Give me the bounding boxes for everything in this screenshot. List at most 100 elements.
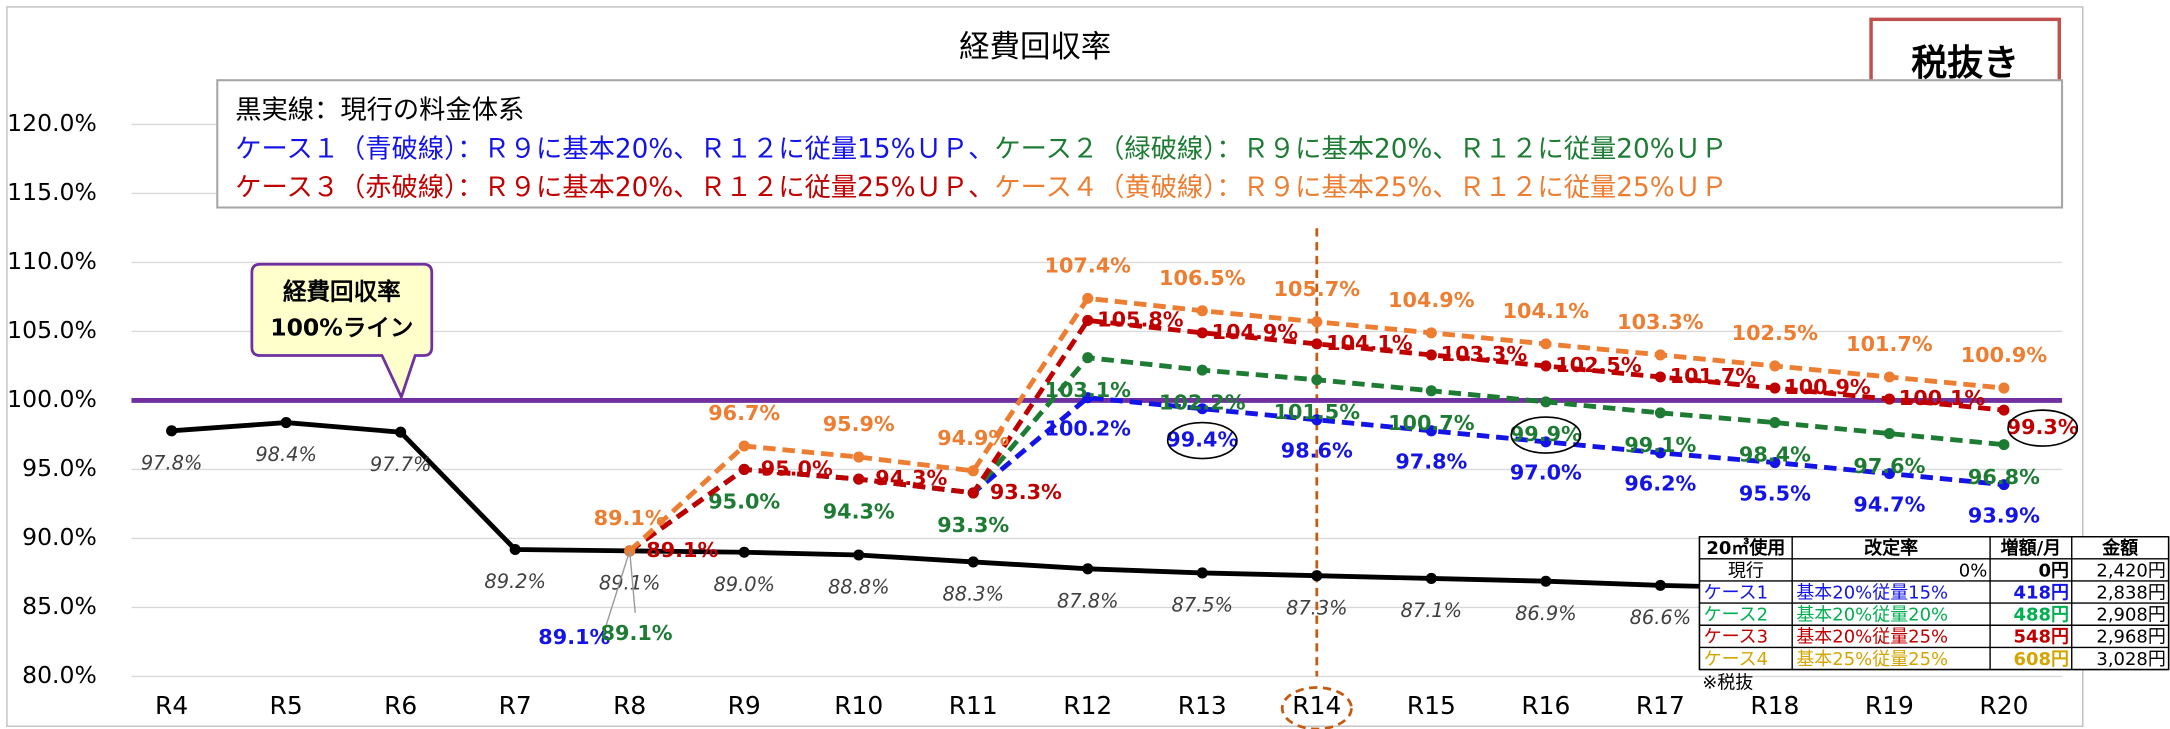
value-label: 101.7% bbox=[1846, 332, 1933, 356]
value-label: 104.1% bbox=[1503, 299, 1590, 323]
value-label: 100.1% bbox=[1899, 386, 1986, 410]
table-cell: 608円 bbox=[2013, 649, 2068, 670]
value-label: 104.9% bbox=[1212, 320, 1299, 344]
value-label: 103.1% bbox=[1045, 378, 1132, 402]
chart-title: 経費回収率 bbox=[959, 30, 1111, 65]
table-cell: ケース1 bbox=[1704, 582, 1768, 603]
point bbox=[1654, 349, 1666, 361]
value-label: 86.9% bbox=[1515, 602, 1577, 625]
value-label: 103.3% bbox=[1441, 342, 1528, 366]
point bbox=[1196, 364, 1208, 376]
value-label: 107.4% bbox=[1045, 254, 1132, 278]
value-label: 93.3% bbox=[937, 513, 1009, 537]
point bbox=[1769, 360, 1781, 372]
point bbox=[280, 417, 292, 429]
value-label: 106.5% bbox=[1159, 266, 1246, 290]
point bbox=[1311, 414, 1323, 426]
legend-text: ケース３（赤破線）：Ｒ９に基本20%、Ｒ１２に従量25%ＵＰ、 bbox=[235, 173, 994, 203]
x-tick-label: R17 bbox=[1636, 691, 1685, 720]
value-label: 96.8% bbox=[1968, 465, 2040, 489]
point bbox=[1883, 371, 1895, 383]
value-label: 89.0% bbox=[713, 573, 775, 596]
point bbox=[967, 487, 979, 499]
callout bbox=[250, 262, 434, 401]
value-label: 97.0% bbox=[1510, 461, 1582, 485]
value-label: 105.8% bbox=[1097, 307, 1184, 331]
value-label: 97.6% bbox=[1853, 454, 1925, 478]
value-label: 97.8% bbox=[1395, 450, 1467, 474]
point bbox=[1883, 468, 1895, 480]
legend-box bbox=[216, 79, 2064, 209]
table-cell: 0% bbox=[1959, 560, 1988, 581]
legend-text: ケース４（黄破線）：Ｒ９に基本25%、Ｒ１２に従量25%ＵＰ bbox=[994, 173, 1727, 203]
point bbox=[166, 425, 178, 437]
value-label: 89.1% bbox=[646, 538, 718, 562]
value-label: 99.1% bbox=[1624, 433, 1696, 457]
legend-entry: ケース３（赤破線）：Ｒ９に基本20%、Ｒ１２に従量25%ＵＰ、ケース４（黄破線）… bbox=[235, 173, 1727, 203]
point bbox=[1425, 385, 1437, 397]
point bbox=[1082, 563, 1094, 575]
point bbox=[1311, 316, 1323, 328]
point bbox=[738, 440, 750, 452]
value-label: 89.2% bbox=[484, 570, 546, 593]
legend-text: 黒実線：現行の料金体系 bbox=[235, 95, 524, 125]
value-label: 87.1% bbox=[1401, 599, 1463, 622]
table-header: 増額/月 bbox=[2001, 537, 2061, 559]
table-cell: 2,420円 bbox=[2096, 560, 2165, 581]
point bbox=[1082, 352, 1094, 364]
value-label: 95.9% bbox=[823, 412, 895, 436]
table-cell: 基本20%従量20% bbox=[1796, 605, 1948, 626]
y-tick-label: 85.0% bbox=[22, 592, 97, 620]
value-label: 87.5% bbox=[1172, 594, 1234, 617]
value-label: 100.9% bbox=[1961, 343, 2048, 367]
point bbox=[1082, 314, 1094, 326]
legend-entry: 黒実線：現行の料金体系 bbox=[235, 95, 524, 125]
point bbox=[1654, 407, 1666, 419]
point bbox=[1196, 403, 1208, 415]
x-tick-label: R18 bbox=[1750, 691, 1799, 720]
table-header: 改定率 bbox=[1864, 537, 1918, 559]
point bbox=[1196, 567, 1208, 579]
x-tick-label: R20 bbox=[1979, 691, 2028, 720]
point bbox=[738, 463, 750, 475]
value-label: 104.1% bbox=[1326, 331, 1413, 355]
x-tick-label: R13 bbox=[1178, 691, 1227, 720]
point bbox=[1196, 327, 1208, 339]
value-label: 99.3% bbox=[2007, 415, 2079, 439]
table-cell: 2,908円 bbox=[2096, 605, 2165, 626]
point bbox=[1883, 393, 1895, 405]
point bbox=[1998, 404, 2010, 416]
value-label: 102.2% bbox=[1159, 390, 1246, 414]
legend-entry: ケース１（青破線）：Ｒ９に基本20%、Ｒ１２に従量15%ＵＰ、ケース２（緑破線）… bbox=[235, 134, 1727, 164]
value-label: 93.9% bbox=[1968, 503, 2040, 527]
value-label: 88.8% bbox=[828, 576, 890, 599]
point bbox=[1425, 327, 1437, 339]
x-tick-label: R6 bbox=[384, 691, 417, 720]
point bbox=[1425, 349, 1437, 361]
table-cell: 現行 bbox=[1728, 560, 1764, 581]
y-tick-label: 90.0% bbox=[22, 523, 97, 551]
table-cell: 488円 bbox=[2013, 605, 2068, 626]
x-tick-label: R10 bbox=[834, 691, 883, 720]
y-tick-label: 120.0% bbox=[7, 109, 97, 137]
point bbox=[1540, 575, 1552, 587]
value-label: 95.5% bbox=[1739, 481, 1811, 505]
x-tick-label: R19 bbox=[1865, 691, 1914, 720]
point bbox=[853, 451, 865, 463]
value-label: 97.7% bbox=[370, 453, 432, 476]
x-tick-label: R9 bbox=[728, 691, 761, 720]
point bbox=[1425, 572, 1437, 584]
value-label: 89.1% bbox=[538, 625, 610, 649]
point bbox=[967, 465, 979, 477]
table-cell: 418円 bbox=[2013, 582, 2068, 603]
point bbox=[395, 426, 407, 438]
value-label: 89.1% bbox=[601, 621, 673, 645]
value-label: 100.9% bbox=[1784, 375, 1871, 399]
highlight-circle bbox=[1280, 686, 1353, 729]
table-header: 20㎥使用 bbox=[1706, 537, 1785, 559]
point bbox=[1082, 292, 1094, 304]
table-cell: 基本25%従量25% bbox=[1796, 649, 1948, 670]
badge: 税抜き bbox=[1911, 43, 2019, 84]
value-label: 94.7% bbox=[1853, 492, 1925, 516]
value-label: 87.3% bbox=[1286, 596, 1348, 619]
